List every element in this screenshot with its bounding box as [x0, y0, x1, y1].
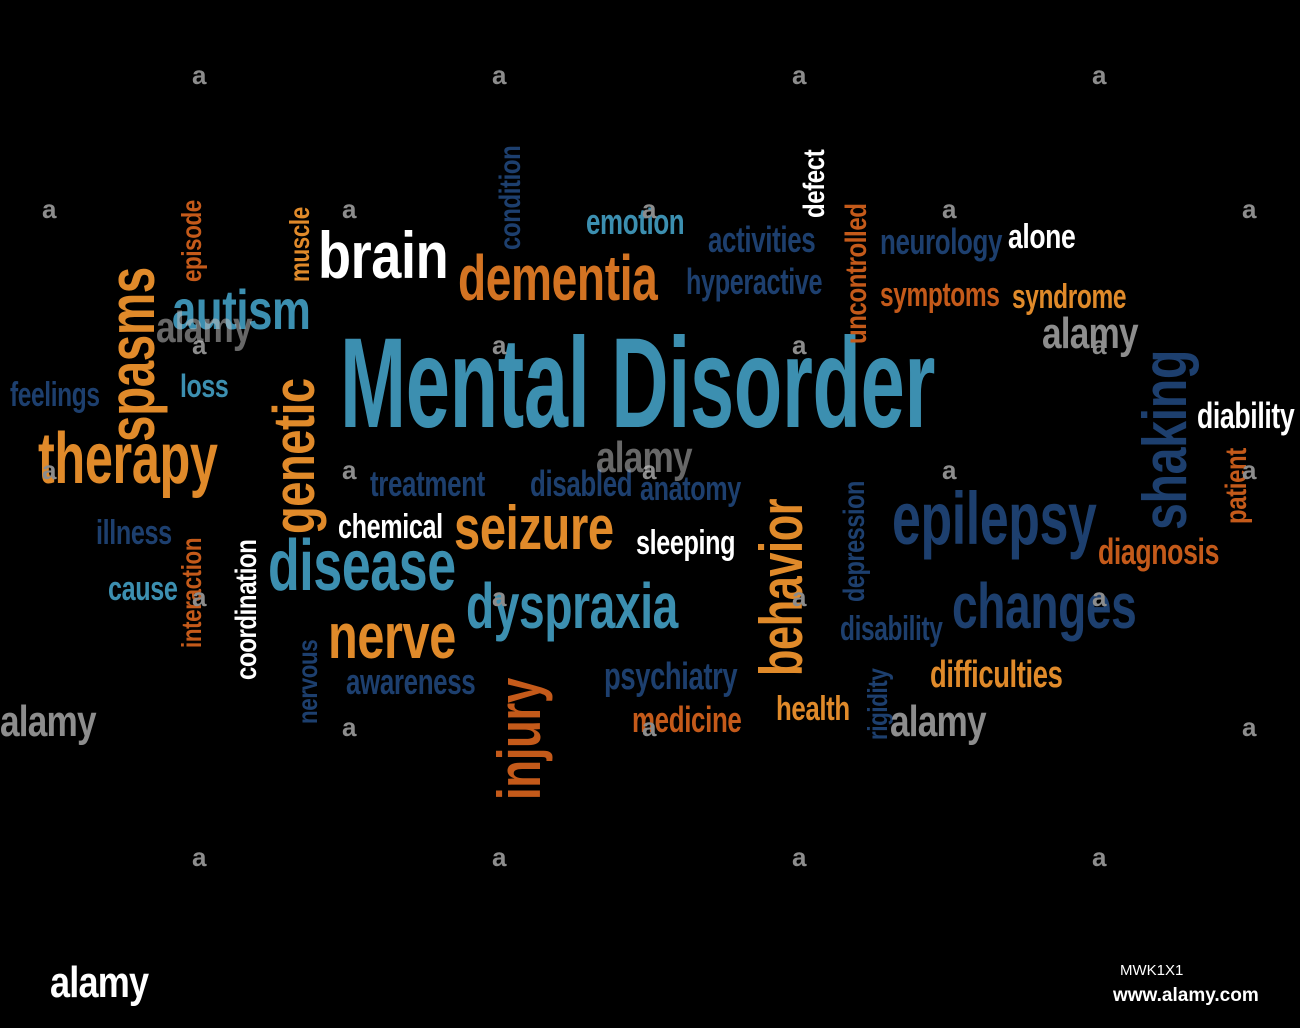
word-therapy: therapy: [38, 419, 218, 499]
word-medicine: medicine: [632, 699, 742, 740]
watermark-a-mark: a: [792, 582, 807, 612]
word-injury: injury: [486, 678, 553, 800]
word-feelings: feelings: [10, 376, 100, 414]
watermark-a-mark: a: [792, 60, 807, 90]
watermark-a-mark: a: [792, 330, 807, 360]
watermark-alamy: alamy: [890, 697, 987, 746]
watermark-a-mark: a: [942, 455, 957, 485]
watermark-a-mark: a: [42, 194, 57, 224]
watermark-a-mark: a: [342, 455, 357, 485]
word-spasms: spasms: [94, 267, 168, 442]
word-anatomy: anatomy: [640, 470, 741, 508]
word-genetic: genetic: [262, 378, 327, 534]
watermark-a-mark: a: [942, 194, 957, 224]
word-cause: cause: [108, 570, 178, 608]
word-activities: activities: [708, 219, 816, 260]
word-dyspraxia: dyspraxia: [466, 570, 678, 642]
watermark-a-mark: a: [792, 842, 807, 872]
word-alone: alone: [1008, 218, 1076, 256]
word-shaking: shaking: [1131, 349, 1200, 530]
word-emotion: emotion: [586, 201, 685, 242]
watermark-a-mark: a: [1242, 712, 1257, 742]
watermark-a-mark: a: [642, 455, 657, 485]
word-treatment: treatment: [370, 463, 485, 504]
word-seizure: seizure: [454, 494, 614, 563]
watermark-alamy: alamy: [0, 697, 97, 746]
word-chemical: chemical: [338, 508, 443, 546]
watermark-alamy: alamy: [596, 433, 693, 482]
word-dementia: dementia: [458, 242, 658, 314]
word-defect: defect: [798, 149, 831, 218]
watermark-a-mark: a: [1242, 455, 1257, 485]
word-episode: episode: [176, 200, 207, 282]
watermark-a-mark: a: [342, 712, 357, 742]
watermark-a-mark: a: [492, 60, 507, 90]
watermark-a-mark: a: [492, 330, 507, 360]
word-disabled: disabled: [530, 463, 633, 504]
word-hyperactive: hyperactive: [686, 261, 823, 302]
word-brain: brain: [318, 218, 449, 292]
word-autism: autism: [172, 278, 311, 341]
word-psychiatry: psychiatry: [604, 656, 738, 698]
watermark-a-mark: a: [192, 330, 207, 360]
word-syndrome: syndrome: [1012, 278, 1127, 316]
word-disability: disability: [840, 610, 943, 648]
watermark-a-mark: a: [1092, 330, 1107, 360]
watermark-a-mark: a: [42, 455, 57, 485]
watermark-a-mark: a: [192, 582, 207, 612]
word-disease: disease: [268, 526, 456, 606]
watermark-a-mark: a: [1092, 582, 1107, 612]
word-diability: diability: [1197, 395, 1295, 436]
word-diagnosis: diagnosis: [1098, 531, 1220, 572]
watermark-a-mark: a: [1092, 60, 1107, 90]
word-condition: condition: [494, 145, 527, 250]
watermark-a-mark: a: [642, 712, 657, 742]
word-nerve: nerve: [328, 600, 456, 672]
word-changes: changes: [952, 570, 1137, 642]
word-loss: loss: [180, 368, 229, 404]
image-id: MWK1X1: [1120, 962, 1184, 979]
word-sleeping: sleeping: [636, 524, 736, 562]
watermark-alamy: alamy: [1042, 309, 1139, 358]
word-nervous: nervous: [292, 639, 323, 724]
word-neurology: neurology: [880, 221, 1003, 262]
alamy-url: www.alamy.com: [1113, 985, 1259, 1006]
watermark-a-mark: a: [1242, 194, 1257, 224]
word-difficulties: difficulties: [930, 654, 1063, 696]
watermark-a-mark: a: [642, 194, 657, 224]
alamy-logo: alamy: [50, 958, 149, 1007]
word-awareness: awareness: [346, 661, 476, 702]
watermark-a-mark: a: [492, 842, 507, 872]
word-uncontrolled: uncontrolled: [840, 203, 873, 344]
watermark-alamy: alamy: [156, 303, 253, 352]
word-muscle: muscle: [284, 207, 315, 282]
word-coordination: coordination: [230, 539, 263, 680]
word-depression: depression: [838, 481, 871, 602]
watermark-a-mark: a: [192, 60, 207, 90]
word-symptoms: symptoms: [880, 276, 1000, 314]
watermark-a-mark: a: [192, 842, 207, 872]
watermark-a-mark: a: [342, 194, 357, 224]
word-health: health: [776, 690, 850, 728]
word-rigidity: rigidity: [862, 668, 893, 740]
word-epilepsy: epilepsy: [892, 477, 1097, 560]
word-illness: illness: [96, 514, 172, 552]
watermark-a-mark: a: [492, 582, 507, 612]
watermark-a-mark: a: [1092, 842, 1107, 872]
word-mental-disorder: Mental Disorder: [340, 312, 936, 455]
